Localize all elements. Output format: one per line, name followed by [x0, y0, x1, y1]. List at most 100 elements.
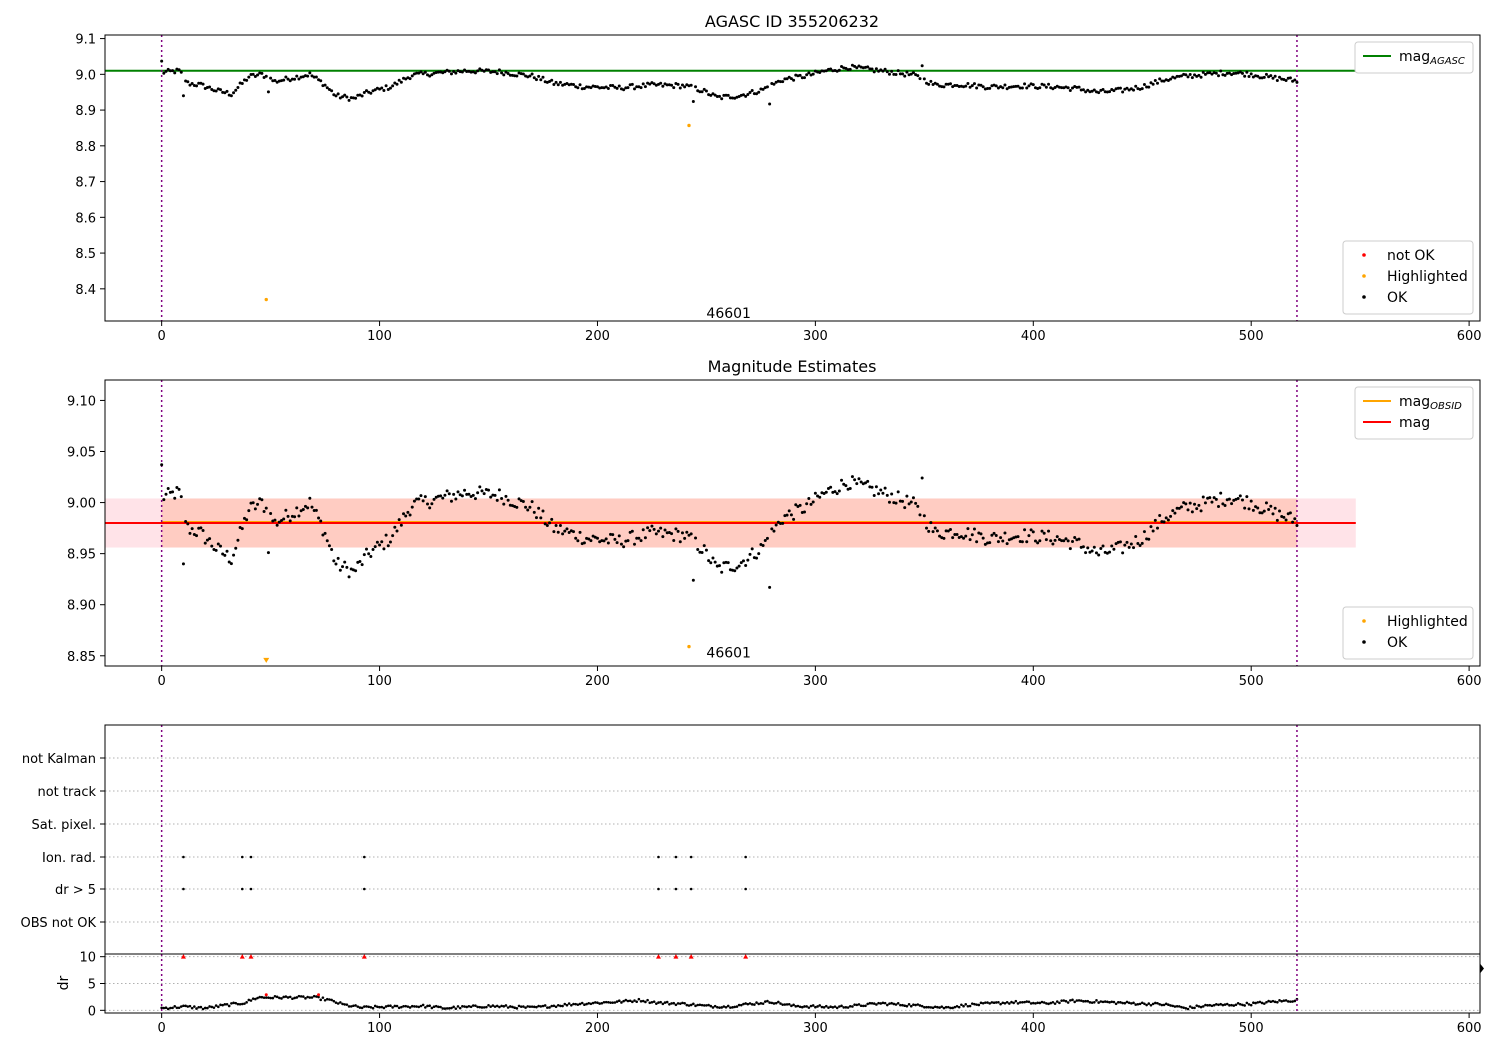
- data-point-ok: [489, 495, 493, 499]
- dr-point: [343, 1003, 346, 1006]
- data-point-ok: [648, 529, 652, 533]
- data-point-ok: [487, 488, 491, 492]
- flag-row-label: not track: [37, 785, 96, 800]
- data-point-ok: [286, 77, 290, 81]
- data-point-ok: [1099, 547, 1103, 551]
- data-point-ok: [898, 499, 902, 503]
- data-point-ok: [670, 83, 674, 87]
- data-point-ok: [528, 505, 532, 509]
- data-point-ok: [347, 575, 351, 579]
- y-tick-label: 8.85: [67, 650, 96, 665]
- dr-point: [495, 1004, 499, 1008]
- dr-point: [1055, 1000, 1059, 1003]
- data-point-ok: [1118, 540, 1122, 544]
- data-point-ok: [317, 516, 321, 520]
- data-point-ok: [445, 489, 449, 493]
- data-point-ok: [532, 76, 536, 80]
- data-point-ok: [1127, 88, 1131, 92]
- data-point-ok: [718, 564, 722, 568]
- dr-point: [1132, 1001, 1135, 1005]
- data-point-ok: [234, 88, 238, 92]
- data-point-ok: [1262, 509, 1266, 513]
- data-point-ok: [1114, 542, 1118, 546]
- dr-point: [1116, 1001, 1120, 1004]
- data-point-ok: [890, 69, 894, 73]
- data-point-ok: [1075, 85, 1079, 89]
- data-point-ok: [1288, 511, 1292, 515]
- data-point-ok: [1230, 502, 1234, 506]
- data-point-ok: [277, 520, 281, 524]
- dr-point: [683, 1001, 686, 1005]
- data-point-ok: [1016, 84, 1020, 88]
- data-point-ok: [948, 82, 952, 86]
- dr-point: [805, 1005, 808, 1008]
- dr-point: [628, 999, 632, 1003]
- data-point-ok: [1271, 512, 1275, 516]
- data-point-ok: [1127, 545, 1131, 549]
- data-point-ok: [330, 89, 334, 93]
- dr-point: [984, 1001, 987, 1004]
- data-point-ok: [744, 94, 748, 98]
- dr-point: [615, 1000, 619, 1003]
- data-point-ok: [1149, 525, 1153, 529]
- data-point-ok: [1258, 76, 1262, 80]
- data-point-ok: [1166, 78, 1170, 82]
- dr-point: [415, 1005, 418, 1008]
- dr-point: [798, 1005, 802, 1009]
- data-point-ok: [654, 532, 658, 536]
- data-point-ok: [842, 482, 846, 486]
- data-point-ok: [297, 77, 301, 81]
- data-point-ok: [1027, 84, 1031, 88]
- data-point-ok: [1001, 539, 1005, 543]
- data-point-ok: [713, 560, 717, 564]
- data-point-ok: [578, 83, 582, 87]
- data-point-ok: [840, 64, 844, 68]
- dr-point: [173, 1004, 177, 1008]
- dr-point: [947, 1005, 950, 1009]
- dr-point: [443, 1007, 447, 1010]
- dr-point: [1169, 1004, 1172, 1007]
- dr-point: [955, 1004, 959, 1008]
- data-point-ok: [1177, 506, 1181, 510]
- dr-point: [593, 1001, 597, 1004]
- dr-point: [1223, 1003, 1227, 1006]
- data-point-ok: [266, 90, 270, 94]
- data-point-ok: [1003, 83, 1007, 87]
- data-point-ok: [515, 74, 519, 78]
- data-point-ok: [896, 69, 900, 73]
- data-point-ok: [201, 82, 205, 86]
- dr-point: [1232, 1004, 1236, 1007]
- dr-point: [1058, 1001, 1061, 1005]
- dr-point: [465, 1005, 469, 1009]
- dr-point: [970, 1002, 974, 1005]
- flag-point: [249, 855, 253, 859]
- dr-point: [474, 1004, 477, 1007]
- data-point-ok: [1094, 551, 1098, 555]
- dr-point: [297, 994, 301, 998]
- dr-point: [567, 1002, 571, 1005]
- data-point-ok: [534, 516, 538, 520]
- data-point-ok: [1042, 83, 1046, 87]
- data-point-ok: [848, 486, 852, 490]
- dr-point: [386, 1004, 390, 1008]
- data-point-ok: [807, 71, 811, 75]
- data-point-ok: [382, 547, 386, 551]
- data-point-ok: [746, 558, 750, 562]
- data-point-ok: [1001, 86, 1005, 90]
- data-point-ok: [868, 67, 872, 71]
- data-point-ok: [493, 493, 497, 497]
- data-point-ok: [373, 88, 377, 92]
- dr-point: [1123, 1001, 1127, 1005]
- data-point-ok: [772, 82, 776, 86]
- data-point-ok: [1147, 537, 1151, 541]
- dr-point: [944, 1005, 948, 1009]
- dr-point: [635, 1000, 638, 1003]
- dr-point: [936, 1005, 939, 1009]
- data-point-ok: [314, 508, 318, 512]
- data-point-ok: [807, 496, 811, 500]
- data-point-ok: [264, 506, 268, 510]
- data-point-ok: [223, 553, 227, 557]
- data-point-ok: [981, 536, 985, 540]
- flag-point: [744, 855, 747, 859]
